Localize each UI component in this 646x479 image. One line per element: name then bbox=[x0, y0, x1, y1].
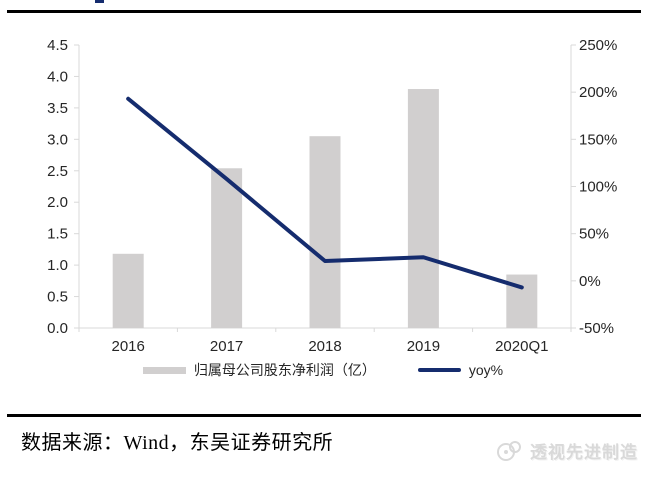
right-axis-label: -50% bbox=[579, 320, 614, 337]
x-axis-label-2018: 2018 bbox=[308, 338, 341, 355]
legend-label-yoy: yoy% bbox=[468, 362, 504, 378]
chart-canvas: 0.0 0.5 1.0 1.5 2.0 2.5 3.0 3.5 4.0 4.5 -50% 0% 50% 1… bbox=[47, 37, 617, 355]
watermark-logo-icon bbox=[497, 440, 521, 461]
left-axis-label: 2.5 bbox=[47, 163, 68, 180]
left-axis-label: 1.5 bbox=[47, 226, 68, 243]
right-axis-label: 50% bbox=[579, 226, 609, 243]
x-axis-label-2016: 2016 bbox=[112, 338, 145, 355]
right-axis-label: 150% bbox=[579, 131, 617, 148]
yoy-line bbox=[126, 96, 524, 290]
left-axis-label: 4.5 bbox=[47, 37, 68, 54]
legend-item-net-profit: 归属母公司股东净利润（亿） bbox=[142, 360, 376, 380]
bar-series-swatch bbox=[142, 366, 186, 374]
left-axis-label: 4.0 bbox=[47, 68, 68, 85]
bar-2016 bbox=[112, 253, 144, 328]
line-series-swatch bbox=[417, 368, 461, 372]
right-axis-label: 200% bbox=[579, 84, 617, 101]
profit-yoy-chart: 0.0 0.5 1.0 1.5 2.0 2.5 3.0 3.5 4.0 4.5 -50% 0% 50% 1… bbox=[47, 37, 617, 355]
left-axis-label: 3.0 bbox=[47, 131, 68, 148]
watermark-label: 透视先进制造 bbox=[530, 443, 638, 462]
legend-label-net-profit: 归属母公司股东净利润（亿） bbox=[193, 362, 376, 378]
chart-legend: 归属母公司股东净利润（亿） yoy% bbox=[0, 360, 646, 380]
watermark: 透视先进制造 bbox=[495, 438, 638, 463]
bar-2018 bbox=[309, 136, 341, 328]
bar-2019 bbox=[407, 89, 439, 329]
left-axis-label: 1.0 bbox=[47, 257, 68, 274]
legend-item-yoy: yoy% bbox=[417, 362, 504, 378]
x-axis-label-2019: 2019 bbox=[407, 338, 440, 355]
left-axis-label: 0.5 bbox=[47, 289, 68, 306]
left-axis-label: 0.0 bbox=[47, 320, 68, 337]
left-axis-label: 3.5 bbox=[47, 100, 68, 117]
left-axis-label: 2.0 bbox=[47, 194, 68, 211]
right-axis-label: 250% bbox=[579, 37, 617, 54]
data-source-text: 数据来源：Wind，东吴证券研究所 bbox=[21, 432, 334, 454]
bottom-divider bbox=[7, 414, 641, 417]
x-axis-label-2020Q1: 2020Q1 bbox=[495, 338, 548, 355]
top-divider bbox=[7, 10, 641, 13]
clipped-title-fragment bbox=[95, 0, 104, 3]
right-axis-label: 100% bbox=[579, 179, 617, 196]
right-axis-label: 0% bbox=[579, 273, 601, 290]
bar-2017 bbox=[211, 168, 243, 328]
x-axis-label-2017: 2017 bbox=[210, 338, 243, 355]
